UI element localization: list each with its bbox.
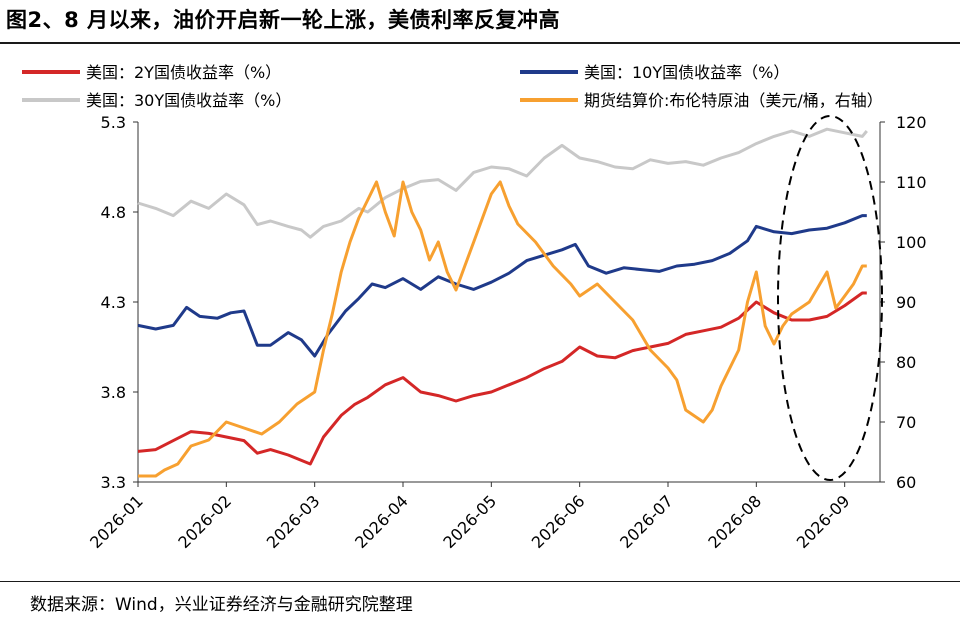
title-divider bbox=[0, 42, 960, 44]
left-tick-label: 3.8 bbox=[101, 383, 126, 402]
series-line-0 bbox=[137, 127, 868, 239]
x-tick-label: 2026-03 bbox=[263, 491, 324, 552]
right-tick-label: 110 bbox=[896, 173, 927, 192]
right-tick-label: 120 bbox=[896, 113, 927, 132]
left-tick-label: 5.3 bbox=[101, 113, 126, 132]
right-tick-label: 90 bbox=[896, 293, 916, 312]
x-tick-label: 2026-02 bbox=[174, 491, 235, 552]
series-line-3 bbox=[138, 180, 867, 478]
series-line-1 bbox=[137, 214, 867, 358]
chart-canvas: 美国：2Y国债收益率（%） 美国：10Y国债收益率（%） 美国：30Y国债收益率（%… bbox=[22, 63, 927, 552]
source-note: 数据来源：Wind，兴业证券经济与金融研究院整理 bbox=[30, 595, 413, 615]
x-axis: 2026-01 2026-02 2026-03 2026-04 2026-05 2026-… bbox=[86, 481, 880, 552]
x-tick-label: 2026-08 bbox=[704, 491, 765, 552]
annotations bbox=[777, 115, 883, 481]
left-tick-label: 3.3 bbox=[101, 473, 126, 492]
series-group bbox=[137, 127, 868, 478]
highlight-ellipse bbox=[777, 115, 883, 481]
right-axis: 60 70 80 90 100 110 120 bbox=[879, 113, 927, 492]
source-divider bbox=[0, 581, 960, 582]
x-tick-label: 2026-07 bbox=[616, 491, 677, 552]
legend-label: 美国：30Y国债收益率（%） bbox=[86, 91, 291, 110]
x-tick-label: 2026-01 bbox=[86, 491, 147, 552]
left-tick-label: 4.8 bbox=[101, 203, 126, 222]
left-tick-label: 4.3 bbox=[101, 293, 126, 312]
series-line-2 bbox=[137, 291, 867, 466]
left-axis: 3.3 3.8 4.3 4.8 5.3 bbox=[101, 113, 139, 492]
legend-label: 美国：2Y国债收益率（%） bbox=[86, 63, 281, 82]
x-tick-label: 2026-05 bbox=[439, 491, 500, 552]
x-tick-label: 2026-09 bbox=[793, 491, 854, 552]
x-tick-label: 2026-06 bbox=[528, 491, 589, 552]
right-tick-label: 100 bbox=[896, 233, 927, 252]
right-tick-label: 60 bbox=[896, 473, 916, 492]
chart-title: 图2、8 月以来，油价开启新一轮上涨，美债利率反复冲高 bbox=[6, 8, 561, 32]
legend-label: 期货结算价:布伦特原油（美元/桶，右轴） bbox=[584, 91, 883, 110]
x-tick-label: 2026-04 bbox=[351, 491, 412, 552]
right-tick-label: 80 bbox=[896, 353, 916, 372]
right-tick-label: 70 bbox=[896, 413, 916, 432]
legend: 美国：2Y国债收益率（%） 美国：10Y国债收益率（%） 美国：30Y国债收益率（%… bbox=[22, 63, 883, 110]
legend-label: 美国：10Y国债收益率（%） bbox=[584, 63, 789, 82]
